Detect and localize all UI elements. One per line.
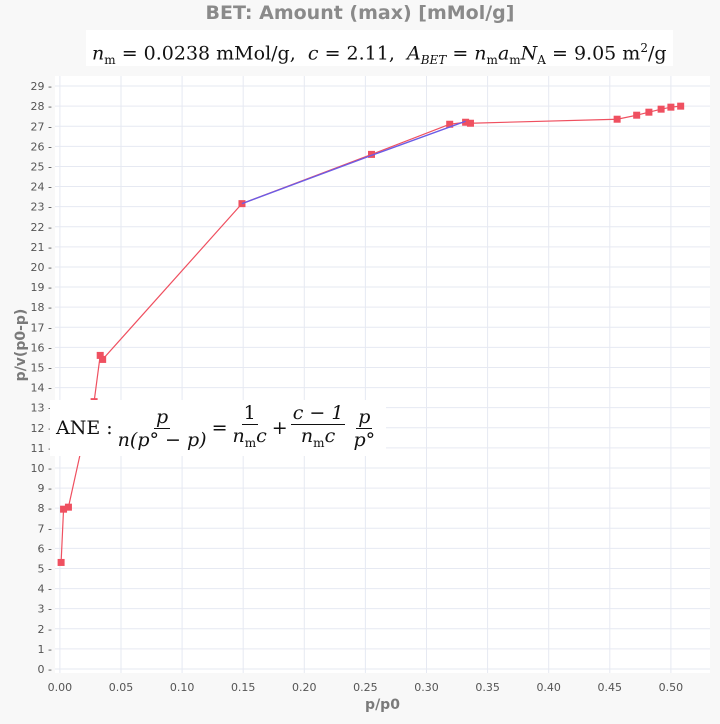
data-point	[57, 558, 65, 566]
y-tick-label: 24 -	[31, 181, 52, 194]
x-tick-label: 0.50	[659, 681, 684, 694]
x-tick-label: 0.15	[231, 681, 256, 694]
x-tick-label: 0.30	[414, 681, 439, 694]
x-tick-labels: 0.00 0.05 0.10 0.15 0.20 0.25 0.30 0.35 0.40 0.45…	[48, 681, 684, 694]
data-point	[633, 111, 641, 119]
y-tick-label: 29 -	[31, 80, 52, 93]
data-point	[462, 118, 470, 126]
y-tick-label: 12 -	[31, 422, 52, 435]
data-point	[667, 103, 675, 111]
y-tick-label: 11 -	[31, 442, 52, 455]
y-tick-label: 10 -	[31, 462, 52, 475]
chart-title: BET: Amount (max) [mMol/g]	[205, 2, 515, 24]
y-tick-label: 1 -	[38, 643, 52, 656]
y-tick-label: 18 -	[31, 301, 52, 314]
x-tick-label: 0.25	[353, 681, 378, 694]
y-tick-label: 5 -	[38, 562, 52, 575]
y-tick-label: 15 -	[31, 361, 52, 374]
y-tick-label: 23 -	[31, 201, 52, 214]
data-point	[677, 102, 685, 110]
plot-background	[55, 76, 710, 673]
y-axis-title: p/v(p0-p)	[13, 308, 29, 382]
data-point	[466, 119, 474, 127]
y-tick-label: 26 -	[31, 140, 52, 153]
series-line	[241, 120, 466, 205]
equation-fraction-3: c − 1 nmc	[290, 402, 346, 450]
equation-fraction-2: 1 nmc	[232, 402, 267, 450]
bet-equation-annotation: ANE : p n(p° − p) = 1 nmc + c − 1 nmc p …	[50, 400, 387, 456]
y-tick-labels: 0 - 1 - 2 - 3 - 4 - 5 - 6 - 7 - 8 - 9 - 10 - 11 - 12…	[31, 80, 52, 676]
y-tick-label: 20 -	[31, 261, 52, 274]
data-point	[446, 120, 454, 128]
data-point	[368, 150, 376, 158]
chart-subtitle: nm = 0.0238 mMol/g, c = 2.11, ABET = nma…	[86, 30, 673, 67]
y-tick-label: 2 -	[38, 623, 52, 636]
x-tick-label: 0.00	[48, 681, 73, 694]
y-tick-label: 27 -	[31, 120, 52, 133]
y-tick-label: 13 -	[31, 402, 52, 415]
x-tick-label: 0.20	[292, 681, 317, 694]
y-tick-label: 0 -	[38, 663, 52, 676]
x-tick-label: 0.45	[598, 681, 623, 694]
y-tick-label: 16 -	[31, 341, 52, 354]
x-tick-label: 0.35	[475, 681, 500, 694]
data-point	[613, 115, 621, 123]
data-point	[64, 503, 72, 511]
data-point	[657, 105, 665, 113]
y-tick-label: 7 -	[38, 522, 52, 535]
series	[57, 102, 685, 566]
y-tick-label: 21 -	[31, 241, 52, 254]
x-axis-title: p/p0	[365, 697, 400, 713]
equation-fraction-4: p p°	[353, 405, 376, 451]
y-tick-label: 9 -	[38, 482, 52, 495]
x-tick-label: 0.05	[109, 681, 134, 694]
data-point	[645, 108, 653, 116]
y-tick-label: 14 -	[31, 382, 52, 395]
y-tick-label: 17 -	[31, 321, 52, 334]
y-tick-label: 22 -	[31, 221, 52, 234]
y-tick-label: 8 -	[38, 502, 52, 515]
equation-fraction-1: p n(p° − p)	[117, 405, 207, 451]
y-tick-label: 4 -	[38, 583, 52, 596]
y-tick-label: 28 -	[31, 100, 52, 113]
y-tick-label: 25 -	[31, 160, 52, 173]
data-point	[96, 351, 104, 359]
x-tick-label: 0.40	[536, 681, 561, 694]
y-tick-label: 6 -	[38, 542, 52, 555]
data-point	[99, 355, 107, 363]
y-tick-label: 19 -	[31, 281, 52, 294]
data-point	[60, 505, 68, 513]
y-tick-label: 3 -	[38, 603, 52, 616]
x-tick-label: 0.10	[170, 681, 195, 694]
